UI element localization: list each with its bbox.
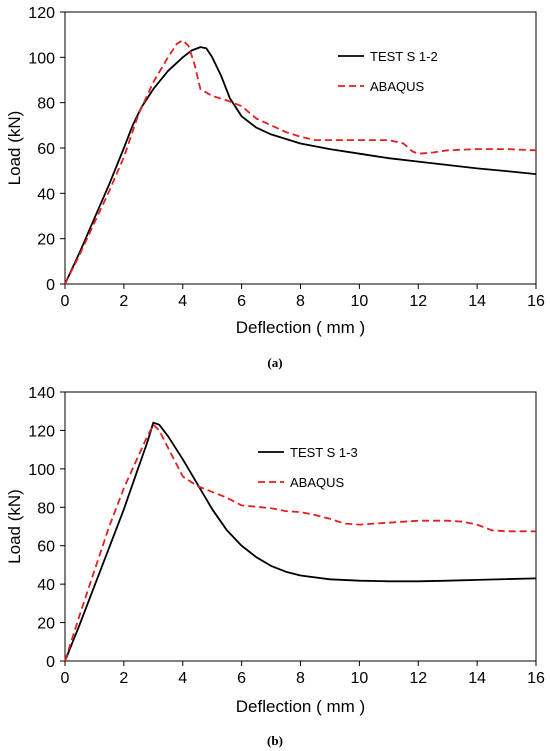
- y-tick-label: 40: [37, 186, 55, 203]
- y-tick-label: 100: [28, 50, 55, 67]
- plot-frame: [64, 11, 537, 285]
- x-axis-label: Deflection ( mm ): [236, 697, 365, 716]
- y-tick-label: 20: [37, 616, 55, 633]
- y-tick-label: 140: [28, 385, 55, 402]
- y-tick-label: 120: [28, 5, 55, 22]
- legend-label-0: TEST S 1-2: [370, 49, 438, 64]
- x-tick-label: 14: [468, 670, 486, 687]
- x-tick-label: 0: [61, 293, 70, 310]
- y-tick-label: 120: [28, 423, 55, 440]
- y-tick-label: 80: [37, 500, 55, 517]
- y-tick-label: 60: [37, 141, 55, 158]
- x-tick-label: 8: [296, 293, 305, 310]
- x-tick-label: 2: [119, 670, 128, 687]
- chart-a: 0 20 40 60 80 100 120 0 2 4 6 8 10 12 14 16 Deflection (…: [5, 5, 545, 370]
- x-tick-label: 10: [350, 293, 368, 310]
- x-tick-label: 0: [61, 670, 70, 687]
- x-tick-label: 12: [409, 670, 427, 687]
- y-axis-label: Load (kN): [5, 489, 24, 564]
- x-tick-label: 14: [468, 293, 486, 310]
- chart-b: 0 20 40 60 80 100 120 140 0 2 4 6 8 10 12 14 16 Deflectio…: [5, 385, 545, 748]
- y-tick-label: 20: [37, 232, 55, 249]
- series-line-0: [64, 46, 537, 285]
- chart-caption: (a): [267, 355, 282, 370]
- y-tick-label: 0: [46, 277, 55, 294]
- x-axis-label: Deflection ( mm ): [236, 318, 365, 337]
- plot-frame: [64, 391, 537, 662]
- x-tick-label: 10: [350, 670, 368, 687]
- x-tick-label: 2: [119, 293, 128, 310]
- x-tick-label: 8: [296, 670, 305, 687]
- x-tick-label: 4: [178, 293, 187, 310]
- series-line-1: [64, 423, 536, 662]
- legend-label-0: TEST S 1-3: [290, 445, 358, 460]
- x-tick-label: 6: [237, 670, 246, 687]
- x-tick-label: 16: [527, 293, 545, 310]
- y-tick-label: 40: [37, 577, 55, 594]
- legend-label-1: ABAQUS: [370, 79, 425, 94]
- legend-label-1: ABAQUS: [290, 475, 345, 490]
- x-tick-label: 12: [409, 293, 427, 310]
- y-tick-label: 0: [46, 654, 55, 671]
- chart-caption: (b): [267, 733, 283, 748]
- x-tick-label: 4: [178, 670, 187, 687]
- y-tick-label: 80: [37, 96, 55, 113]
- series-line-1: [64, 39, 537, 285]
- x-tick-label: 16: [527, 670, 545, 687]
- series-line-0: [64, 421, 537, 662]
- x-tick-label: 6: [237, 293, 246, 310]
- y-tick-label: 100: [28, 462, 55, 479]
- y-tick-label: 60: [37, 539, 55, 556]
- y-axis-label: Load (kN): [5, 111, 24, 186]
